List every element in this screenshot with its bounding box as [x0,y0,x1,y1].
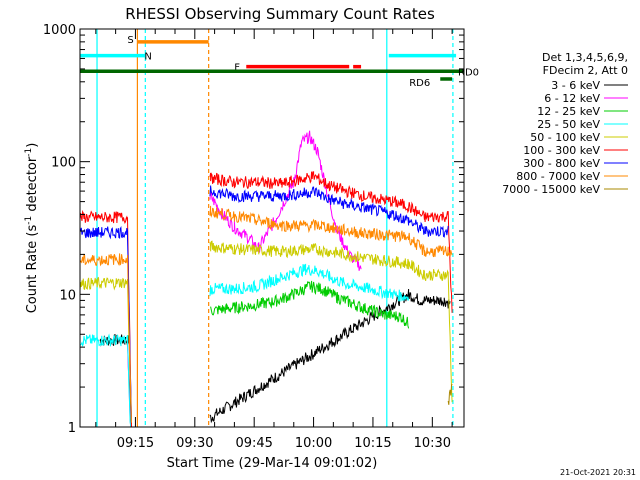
legend-entry-label: 300 - 800 keV [523,157,600,170]
legend-entry-label: 12 - 25 keV [537,105,600,118]
plot-frame [79,28,465,428]
legend: Det 1,3,4,5,6,9,FDecim 2, Att 0 3 - 6 keV… [502,51,628,196]
legend-entry-label: 3 - 6 keV [551,79,600,92]
annotation-layer: SN F RD0 RD6 [80,29,479,427]
x-tick-label: 09:30 [176,436,213,451]
annotation-label: S [127,35,133,46]
series-line [79,263,410,428]
annotation-label: F [234,63,240,74]
series-line [127,130,362,428]
y-tick-label: 1000 [43,23,76,38]
annotation-label: RD6 [409,78,430,89]
x-axis-label: Start Time (29-Mar-14 09:01:02) [167,456,378,471]
x-tick-label: 09:15 [117,436,154,451]
series-line [79,205,453,423]
series-layer [79,130,453,428]
legend-entry-label: 25 - 50 keV [537,118,600,131]
legend-entry-label: 100 - 300 keV [523,144,600,157]
legend-entry-label: 6 - 12 keV [544,92,600,105]
axis-ticks: 1 10 100 1000 09:15 09:30 09:45 10:00 10:15 10:30 [43,23,464,451]
y-tick-label: 100 [51,156,76,171]
series-line [79,185,449,422]
x-tick-label: 10:15 [354,436,391,451]
annotation-label: N [144,52,151,63]
timestamp: 21-Oct-2021 20:31 [560,468,636,477]
legend-entry-label: 800 - 7000 keV [516,170,600,183]
y-axis-label: Count Rate (s-1 detector-1) [24,143,40,314]
series-line [210,280,410,329]
x-tick-label: 10:00 [295,436,332,451]
legend-entry-label: 7000 - 15000 keV [502,183,600,196]
legend-header: FDecim 2, Att 0 [543,64,628,77]
series-line [447,383,453,405]
chart-title: RHESSI Observing Summary Count Rates [125,5,435,23]
series-line [99,288,451,428]
legend-header: Det 1,3,4,5,6,9, [542,51,628,64]
y-tick-label: 1 [68,421,76,436]
legend-entry-label: 50 - 100 keV [530,131,600,144]
x-tick-label: 10:30 [414,436,451,451]
x-tick-label: 09:45 [235,436,272,451]
annotation-label: RD0 [458,67,479,78]
series-line [79,240,453,425]
series-line [79,171,453,428]
y-tick-label: 10 [59,288,76,303]
